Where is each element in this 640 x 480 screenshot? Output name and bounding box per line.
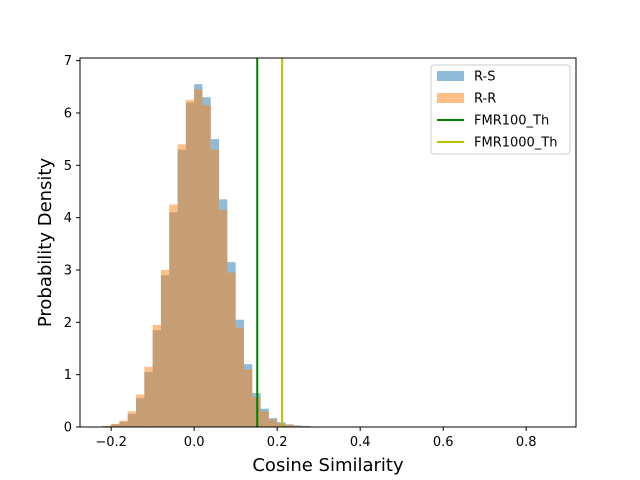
y-tick-label-7: 7 — [64, 54, 72, 69]
bar-r-r-18 — [243, 369, 253, 427]
legend: R-S R-R FMR100_Th FMR1000_Th — [430, 64, 571, 155]
x-tick-label-5: 0.8 — [516, 435, 537, 450]
bar-r-r-3 — [119, 420, 128, 427]
bar-r-r-16 — [227, 272, 236, 427]
threshold-lines — [256, 58, 284, 427]
legend-label-r-r: R-R — [474, 92, 496, 107]
y-tick-label-3: 3 — [64, 263, 72, 278]
y-tick-label-6: 6 — [64, 106, 72, 121]
bar-r-r-1 — [102, 425, 112, 427]
bar-r-r-20 — [260, 411, 269, 427]
legend-label-r-s: R-S — [474, 70, 495, 85]
y-tick-label-5: 5 — [64, 159, 72, 174]
bar-r-r-13 — [202, 105, 211, 427]
x-axis-label: Cosine Similarity — [252, 455, 404, 476]
y-tick-label-2: 2 — [64, 316, 72, 331]
x-tick-label-0: −0.2 — [95, 435, 127, 450]
bar-r-r-2 — [111, 423, 120, 427]
bar-r-r-11 — [185, 99, 195, 427]
bar-r-r-6 — [144, 366, 153, 427]
bar-r-r-21 — [268, 419, 278, 427]
y-tick-label-1: 1 — [64, 368, 72, 383]
bar-r-r-7 — [152, 324, 161, 427]
bar-r-r-14 — [210, 149, 220, 427]
bar-r-r-10 — [177, 144, 186, 428]
legend-box — [430, 64, 571, 155]
bar-r-r-15 — [219, 209, 228, 427]
y-axis-label: Probability Density — [35, 158, 56, 328]
bar-r-r-5 — [136, 394, 145, 427]
bar-r-r-12 — [194, 89, 203, 427]
x-tick-label-1: 0.0 — [184, 435, 205, 450]
legend-label-fmr100-th: FMR100_Th — [474, 114, 549, 129]
histogram-bars — [94, 84, 344, 428]
x-tick-label-4: 0.6 — [433, 435, 454, 450]
x-tick-label-3: 0.4 — [350, 435, 371, 450]
y-tick-label-4: 4 — [64, 211, 72, 226]
bar-r-r-4 — [127, 411, 137, 427]
legend-swatch-r-r — [437, 93, 464, 103]
bar-r-r-24 — [293, 425, 303, 427]
y-axis-ticks: 0 1 2 3 4 5 6 7 — [64, 54, 80, 436]
bar-r-r-9 — [169, 204, 178, 427]
x-tick-label-2: 0.2 — [267, 435, 288, 450]
legend-label-fmr1000-th: FMR1000_Th — [474, 136, 558, 151]
bar-r-r-23 — [285, 424, 294, 427]
bar-r-r-17 — [235, 327, 244, 427]
legend-swatch-r-s — [437, 71, 464, 81]
bar-r-r-8 — [160, 269, 170, 427]
y-tick-label-0: 0 — [64, 421, 72, 436]
plot-area-frame — [79, 57, 577, 428]
x-axis-ticks: −0.2 0.0 0.2 0.4 0.6 0.8 — [95, 427, 537, 450]
